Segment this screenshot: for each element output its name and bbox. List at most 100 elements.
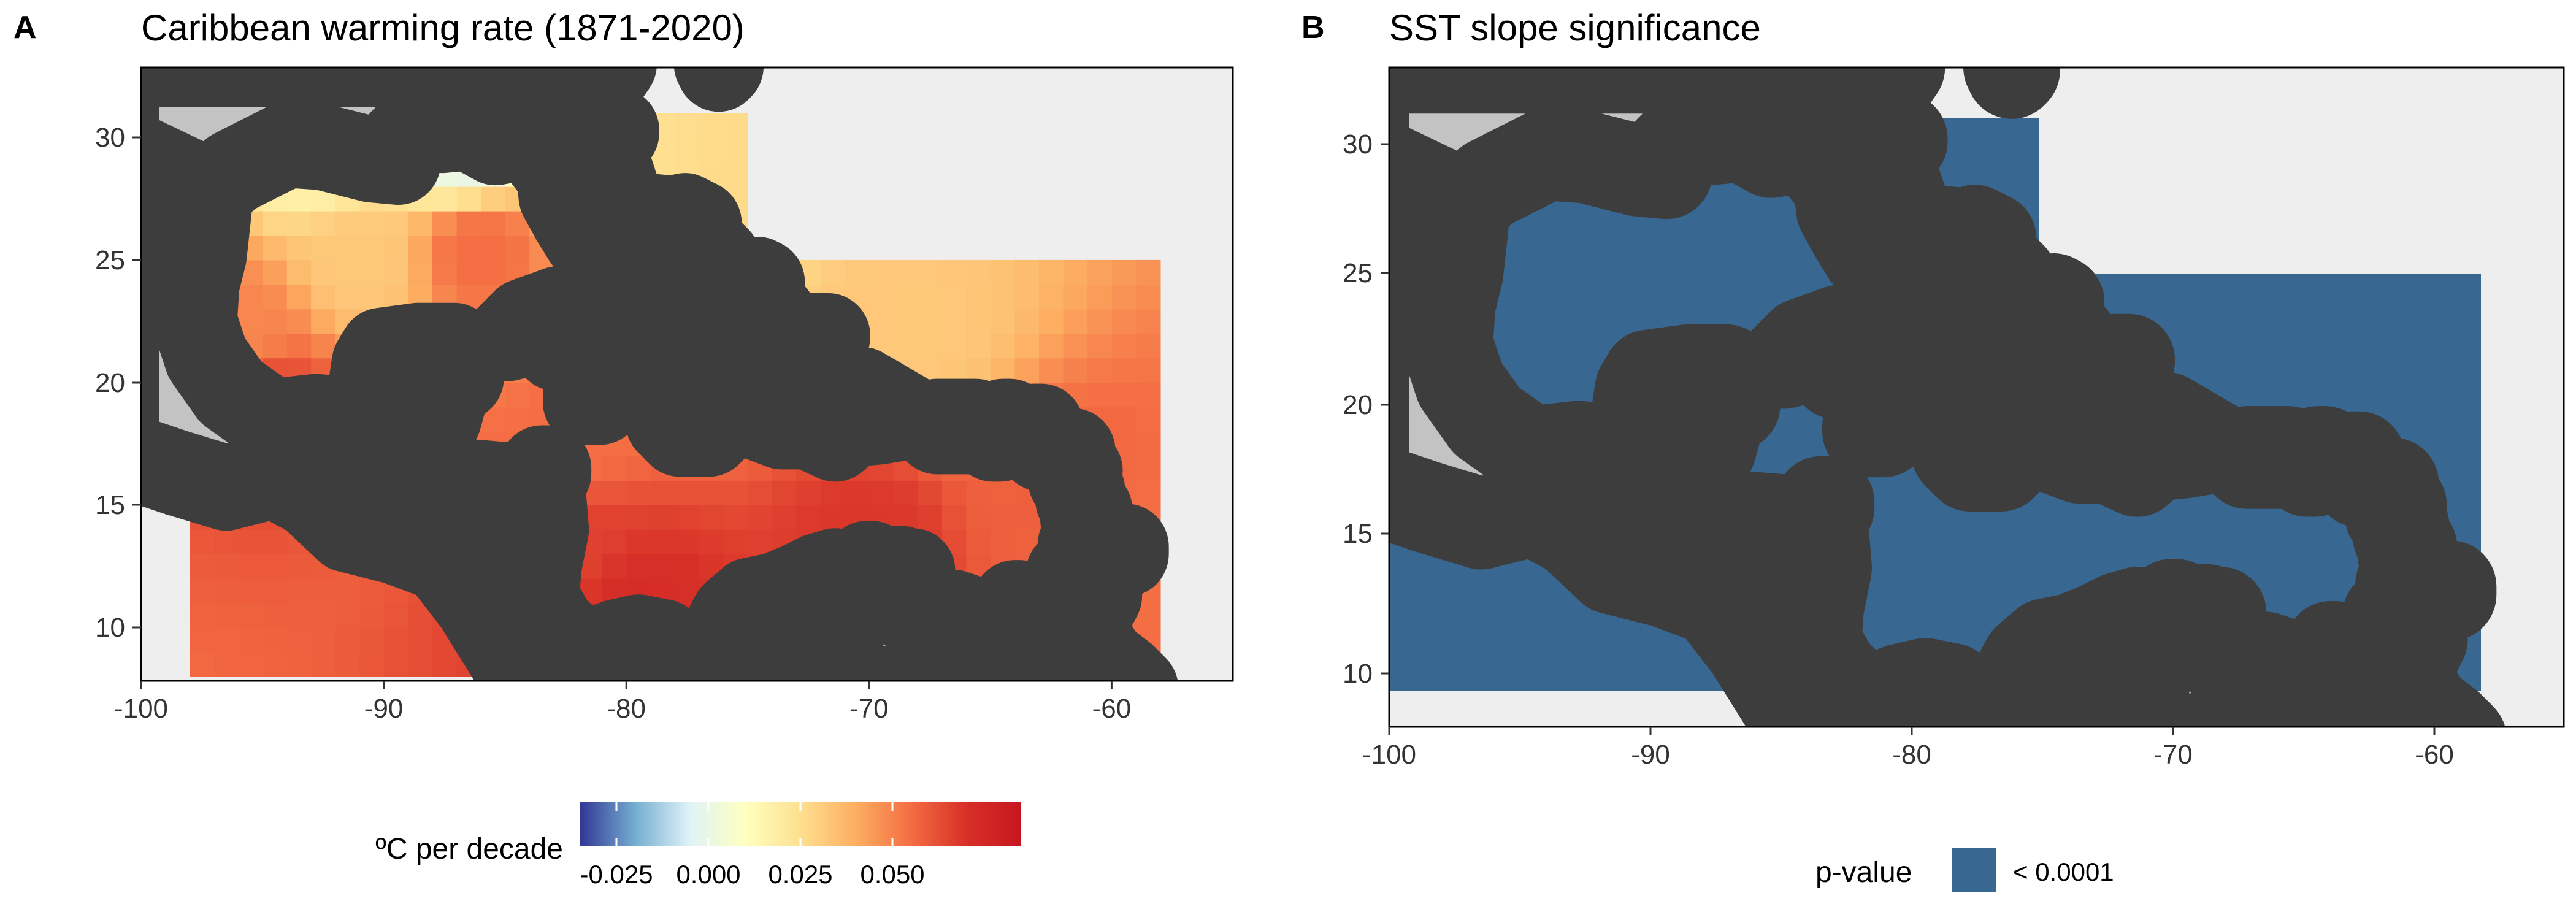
colorbar-tick-label: -0.025 [580, 860, 653, 889]
heat-cell [966, 309, 991, 334]
heat-cell [383, 211, 409, 236]
heat-cell [432, 259, 458, 285]
heat-cell [1111, 333, 1137, 359]
heat-cell [869, 259, 894, 285]
heat-cell [918, 480, 943, 505]
heat-cell [651, 529, 676, 554]
heat-cell [311, 333, 336, 359]
heat-cell [699, 480, 724, 505]
heat-cell [990, 505, 1016, 530]
x-tick-label: -80 [1892, 740, 1931, 770]
heat-cell [311, 627, 336, 653]
heat-cell [383, 236, 409, 261]
y-axis-b: 10 15 20 25 30 [1343, 129, 1389, 689]
heat-cell [869, 480, 894, 505]
heat-cell [723, 529, 748, 554]
map-area-a [141, 67, 1233, 681]
heat-cell [748, 529, 773, 554]
heat-cell [359, 259, 385, 285]
heat-cell [990, 309, 1016, 334]
heat-cell [481, 186, 506, 212]
heat-cell [699, 505, 724, 530]
heat-cell [602, 529, 627, 554]
heat-cell [990, 259, 1016, 285]
colorbar-tick-label: 0.025 [768, 860, 832, 889]
heat-cell [869, 309, 894, 334]
map-area-b [1389, 67, 2564, 727]
heat-cell [675, 137, 700, 163]
heat-cell [190, 529, 215, 554]
heat-cell [1039, 309, 1064, 334]
heat-cell [311, 259, 336, 285]
heat-cell [1014, 259, 1040, 285]
heat-cell [311, 309, 336, 334]
heat-cell [238, 651, 263, 677]
heat-cell [335, 603, 360, 628]
heat-cell [432, 236, 458, 261]
heat-cell [335, 651, 360, 677]
heat-cell [990, 284, 1016, 310]
heat-cell [190, 627, 215, 653]
pvalue-legend-label: < 0.0001 [2013, 857, 2114, 886]
heat-cell [1136, 407, 1161, 432]
heat-cell [286, 651, 312, 677]
heat-cell [359, 284, 385, 310]
heat-cell [286, 236, 312, 261]
heat-cell [602, 456, 627, 481]
x-tick-label: -70 [849, 694, 889, 724]
heat-cell [214, 554, 239, 579]
panel-letter-a: A [13, 10, 37, 45]
heat-cell [966, 505, 991, 530]
heat-cell [869, 284, 894, 310]
heat-cell [1111, 309, 1137, 334]
heat-cell [651, 480, 676, 505]
y-tick-label: 20 [95, 368, 125, 398]
heat-cell [1136, 382, 1161, 408]
heat-cell [383, 651, 409, 677]
heat-cell [699, 529, 724, 554]
heat-cell [941, 505, 967, 530]
pvalue-legend-title: p-value [1815, 856, 1912, 889]
heat-cell [408, 259, 433, 285]
y-tick-label: 20 [1343, 390, 1373, 420]
heat-cell [1136, 259, 1161, 285]
heat-cell [214, 578, 239, 604]
heat-cell [481, 211, 506, 236]
heat-cell [626, 554, 651, 579]
heat-cell [966, 480, 991, 505]
heat-cell [359, 236, 385, 261]
heat-cell [1087, 333, 1113, 359]
heat-cell [1136, 456, 1161, 481]
heat-cell [1014, 505, 1040, 530]
heat-cell [845, 480, 870, 505]
y-axis-a: 10 15 20 25 30 [95, 123, 141, 643]
panel-title-b: SST slope significance [1389, 7, 1761, 48]
heat-cell [966, 259, 991, 285]
heat-cell [286, 627, 312, 653]
heat-cell [723, 113, 748, 138]
heat-cell [311, 603, 336, 628]
heat-cell [1087, 259, 1113, 285]
colorbar-tick-label: 0.000 [676, 860, 740, 889]
heat-cell [238, 578, 263, 604]
heat-cell [821, 480, 846, 505]
heat-cell [602, 554, 627, 579]
x-tick-label: -70 [2153, 740, 2193, 770]
heat-cell [918, 259, 943, 285]
heat-cell [286, 578, 312, 604]
heat-cell [238, 627, 263, 653]
heat-cell [456, 259, 481, 285]
heat-cell [1111, 407, 1137, 432]
heat-cell [190, 554, 215, 579]
heat-cell [748, 505, 773, 530]
heat-cell [359, 651, 385, 677]
heat-cell [432, 186, 458, 212]
heat-cell [893, 505, 918, 530]
y-tick-label: 30 [95, 123, 125, 153]
panel-letter-b: B [1301, 10, 1325, 45]
colorbar-title: ºC per decade [375, 833, 563, 865]
heat-cell [1063, 259, 1088, 285]
map-frame-b [1388, 66, 2565, 728]
heat-cell [748, 480, 773, 505]
heat-cell [263, 578, 288, 604]
